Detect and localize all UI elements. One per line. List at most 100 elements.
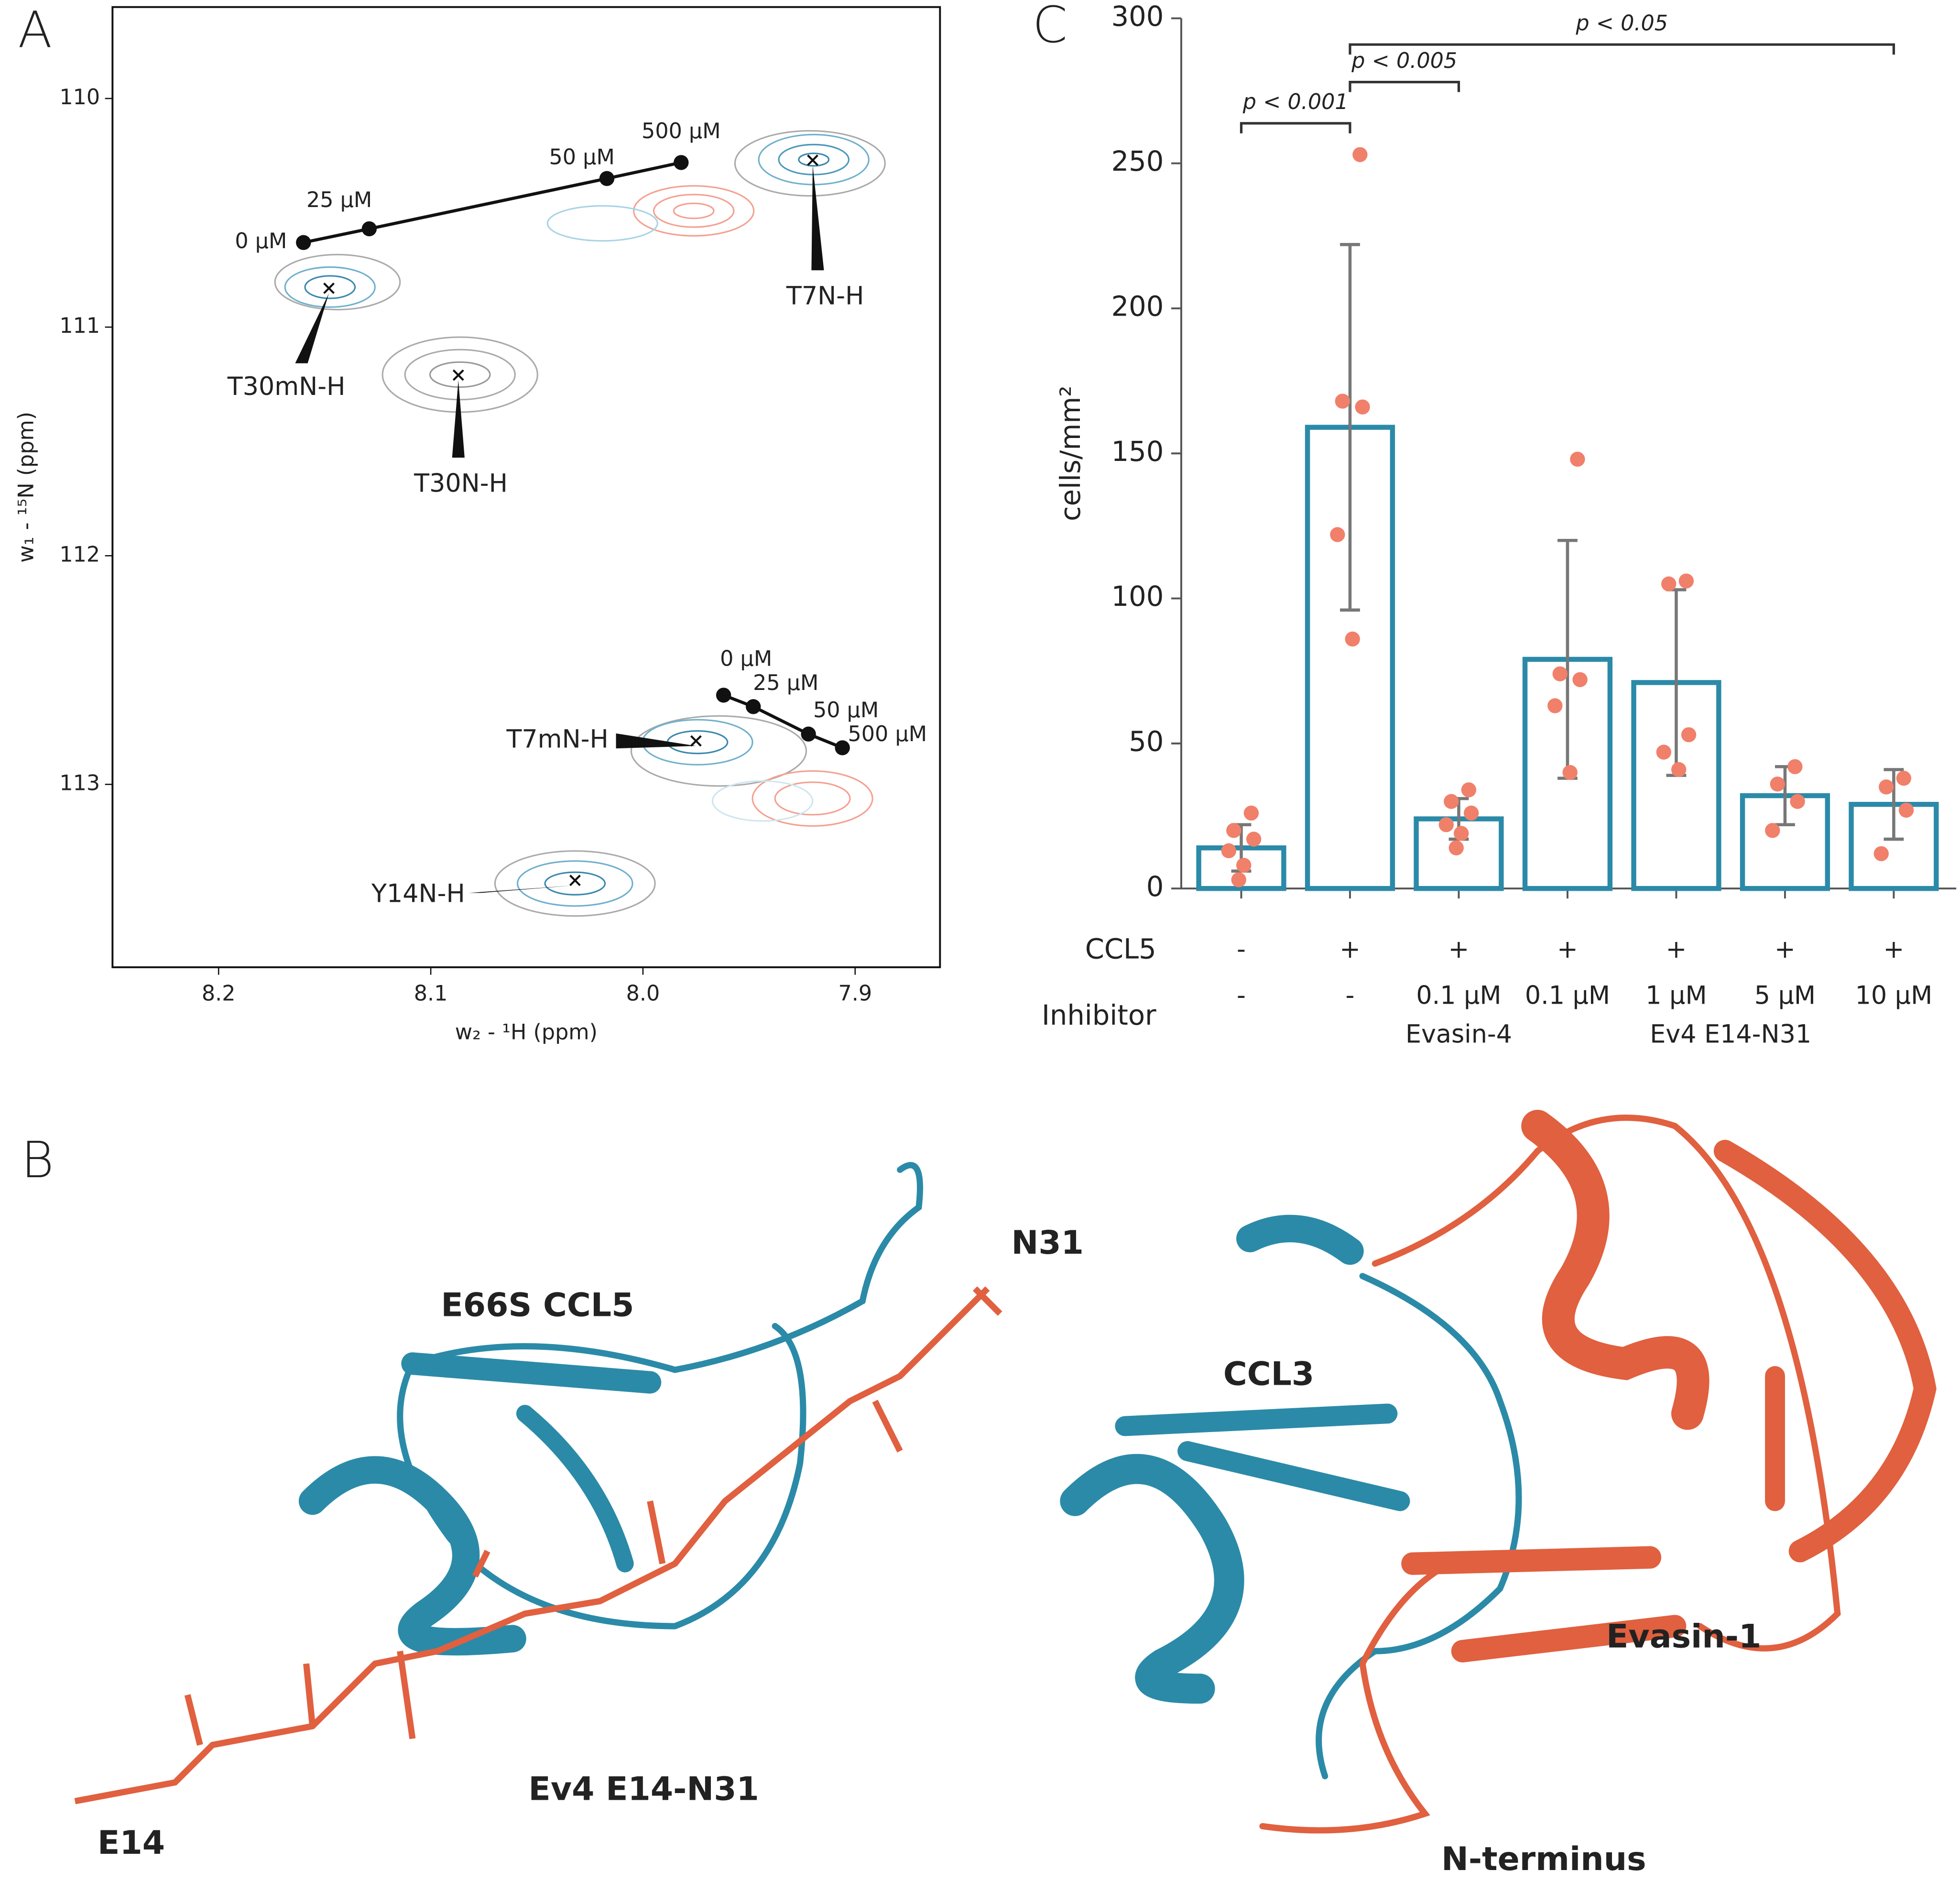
panel-label: A <box>18 0 52 59</box>
y-tick-label: 112 <box>59 542 100 567</box>
peak-label: T7N-H <box>786 282 864 311</box>
data-point <box>1335 394 1350 409</box>
structure-label: CCL3 <box>1223 1355 1314 1393</box>
data-point <box>1463 805 1479 821</box>
peak-marker <box>452 369 464 381</box>
peak-label: Y14N-H <box>371 879 465 908</box>
data-point <box>1352 147 1368 163</box>
x-tick-label: 7.9 <box>838 981 872 1006</box>
significance-label: p < 0.05 <box>1575 11 1668 35</box>
category-label: + <box>1557 935 1578 964</box>
point-label: 50 µM <box>813 698 879 722</box>
peak-pointer <box>811 165 824 271</box>
y-tick-label: 250 <box>1111 145 1164 177</box>
significance-label: p < 0.005 <box>1351 49 1457 73</box>
error-bar <box>1340 243 1360 612</box>
category-label: + <box>1775 935 1796 964</box>
structure-label: Ev4 E14-N31 <box>528 1771 759 1808</box>
data-point <box>1896 770 1912 786</box>
category-label: - <box>1237 981 1246 1010</box>
category-label: + <box>1666 935 1687 964</box>
category-label: 0.1 µM <box>1525 981 1610 1010</box>
category-label: + <box>1448 935 1470 964</box>
peak-marker <box>323 282 335 294</box>
category-label: 5 µM <box>1754 981 1816 1010</box>
structure-label: E66S CCL5 <box>441 1287 634 1324</box>
y-axis-label: w₁ - ¹⁵N (ppm) <box>14 412 39 563</box>
x-tick-label: 8.1 <box>414 981 448 1006</box>
peak-label: T30N-H <box>414 469 508 498</box>
structure-ccl3 <box>1060 1215 1522 1780</box>
titration-point <box>801 726 816 742</box>
titration-point <box>674 155 689 170</box>
titration-point <box>361 221 377 237</box>
category-label: 1 µM <box>1645 981 1707 1010</box>
y-tick-label: 113 <box>59 771 100 795</box>
significance-bracket <box>1240 122 1351 133</box>
significance-bracket <box>1349 43 1895 55</box>
data-point <box>1898 802 1914 818</box>
point-label: 0 µM <box>720 647 772 671</box>
structure-peptide <box>74 1286 1002 1805</box>
category-label: + <box>1884 935 1905 964</box>
peak-pointer <box>452 380 465 458</box>
structure-label: Evasin-1 <box>1606 1618 1761 1656</box>
data-point <box>1656 744 1671 760</box>
titration-point <box>716 688 731 703</box>
peak-label: T7mN-H <box>506 725 608 754</box>
contours <box>274 130 886 917</box>
structure-evasin <box>1259 1109 1937 1834</box>
peak-pointer <box>616 733 696 749</box>
group-label: Ev4 E14-N31 <box>1650 1020 1811 1049</box>
data-point <box>1562 765 1578 780</box>
data-point <box>1454 826 1469 841</box>
point-label: 25 µM <box>306 188 372 212</box>
data-point <box>1355 399 1370 415</box>
x-tick-label: 8.2 <box>202 981 236 1006</box>
y-tick-label: 0 <box>1146 871 1164 903</box>
row-label: CCL5 <box>1085 933 1156 965</box>
data-point <box>1231 872 1246 887</box>
data-point <box>1552 666 1568 681</box>
structure-label: E14 <box>98 1824 165 1862</box>
point-label: 50 µM <box>549 145 615 170</box>
data-point <box>1572 672 1588 688</box>
category-label: 0.1 µM <box>1416 981 1501 1010</box>
titration-line <box>723 693 843 749</box>
category-label: 10 µM <box>1855 981 1933 1010</box>
data-point <box>1770 777 1785 792</box>
category-label: - <box>1346 981 1355 1010</box>
peak-label: T30mN-H <box>227 372 346 401</box>
point-label: 25 µM <box>753 671 818 695</box>
data-point <box>1226 823 1241 838</box>
peak-marker <box>807 154 818 166</box>
data-point <box>1330 527 1345 542</box>
significance-bracket <box>1349 81 1460 92</box>
data-point <box>1671 762 1687 777</box>
y-axis-label: cells/mm² <box>1055 386 1087 521</box>
data-point <box>1221 843 1237 859</box>
point-label: 500 µM <box>642 119 721 143</box>
data-point <box>1661 576 1677 591</box>
titration-line <box>303 161 682 244</box>
structure-ccl5 <box>298 1162 923 1656</box>
data-point <box>1438 817 1454 832</box>
y-tick-label: 300 <box>1111 0 1164 33</box>
group-label: Evasin-4 <box>1405 1020 1512 1049</box>
point-label: 0 µM <box>235 229 287 253</box>
data-point <box>1236 857 1252 873</box>
data-point <box>1448 840 1464 855</box>
data-point <box>1461 782 1477 798</box>
titration-point <box>835 740 850 755</box>
data-point <box>1444 794 1459 809</box>
category-label: - <box>1237 935 1246 964</box>
titration-point <box>296 235 311 250</box>
data-point <box>1243 805 1259 821</box>
structure-label: N-terminus <box>1441 1840 1646 1878</box>
data-point <box>1790 794 1805 809</box>
data-point <box>1879 779 1894 795</box>
y-tick-label: 50 <box>1129 725 1164 757</box>
significance-label: p < 0.001 <box>1242 90 1349 114</box>
data-point <box>1873 846 1889 862</box>
